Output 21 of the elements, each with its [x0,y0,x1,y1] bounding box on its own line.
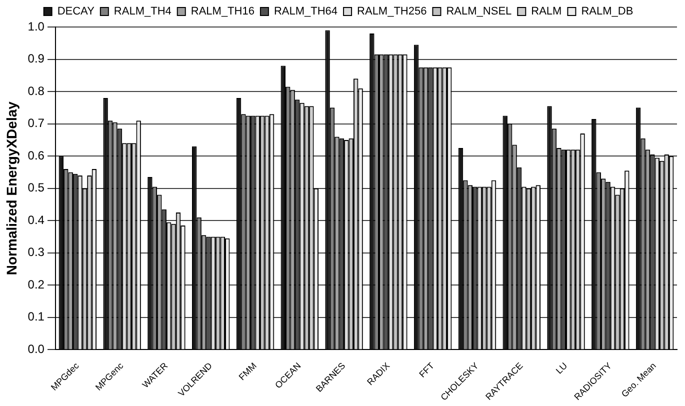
y-tick-label: 0.6 [28,148,45,162]
y-tick-label: 0.3 [28,245,45,260]
y-tick-label: 0.8 [28,84,45,98]
legend-label: RALM_TH256 [357,6,427,18]
y-tick-label: 0.2 [28,277,45,292]
y-tick-label: 1.0 [28,19,45,34]
y-tick-label: 0.0 [28,342,45,356]
legend-label: DECAY [57,6,96,18]
legend-label: RALM [531,6,562,18]
x-tick-label: LU [554,360,570,376]
y-tick-label: 0.1 [28,310,45,324]
y-tick-label: 0.7 [28,116,45,130]
legend-label: RALM_TH64 [274,6,338,18]
legend-label: RALM_TH16 [190,6,254,18]
legend-label: RALM_DB [581,6,634,18]
y-tick-label: 0.5 [28,180,45,195]
y-tick-label: 0.9 [28,52,45,66]
legend-label: RALM_TH4 [114,6,172,18]
legend-label: RALM_NSEL [446,6,512,18]
y-axis-title: Normalized EnergyXDelay [3,101,20,276]
y-tick-label: 0.4 [28,212,45,227]
